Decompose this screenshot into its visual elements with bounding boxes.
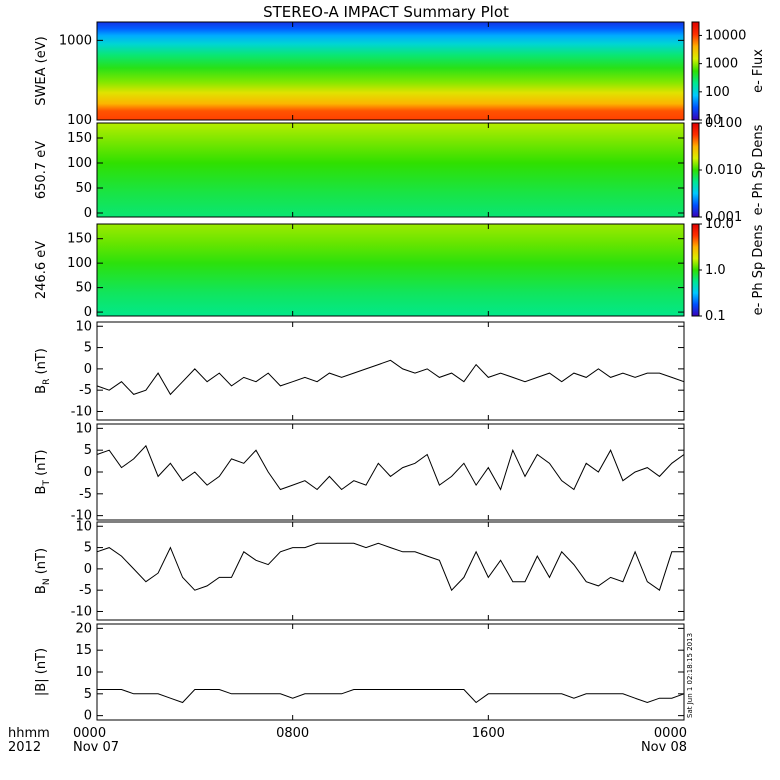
y-tick-label: 150 bbox=[67, 131, 92, 146]
x-tick-time-label: 0000 bbox=[654, 726, 687, 741]
colorbar-label: e- Flux bbox=[751, 49, 766, 93]
y-tick-label: -10 bbox=[71, 604, 92, 619]
y-axis-label-1: 650.7 eV bbox=[34, 141, 49, 199]
y-tick-label: 10 bbox=[75, 519, 92, 534]
y-tick-label: 50 bbox=[75, 181, 92, 196]
panel-6: 0 5 10 15 20 |B| (nT) bbox=[34, 621, 685, 724]
y-axis-label-0: SWEA (eV) bbox=[34, 36, 49, 105]
y-tick-label: -10 bbox=[71, 509, 92, 524]
spectrogram-2 bbox=[97, 224, 684, 316]
y-axis-label-unit: (nT) bbox=[34, 548, 49, 578]
colorbar-tick-label: 0.1 bbox=[705, 309, 726, 324]
y-axis-label-unit: (nT) bbox=[34, 648, 49, 678]
y-tick-label: 0 bbox=[84, 709, 92, 724]
y-tick-label: 0 bbox=[84, 305, 92, 320]
y-tick-label: 0 bbox=[84, 562, 92, 577]
y-tick-label: 100 bbox=[67, 113, 92, 128]
y-tick-label: -5 bbox=[79, 583, 92, 598]
y-axis-label-6: |B| (nT) bbox=[34, 648, 49, 696]
y-tick-label: -5 bbox=[79, 383, 92, 398]
x-tick-date-label: Nov 07 bbox=[73, 740, 119, 755]
colorbar-label: e- Ph Sp Dens bbox=[751, 224, 766, 315]
panel-frame-3 bbox=[96, 321, 685, 421]
spectrogram-0 bbox=[97, 22, 684, 120]
panel-frame-1 bbox=[96, 122, 685, 218]
colorbar-1 bbox=[691, 122, 700, 218]
series-line-4 bbox=[96, 444, 685, 491]
y-axis-label-4: BT (nT) bbox=[34, 450, 52, 495]
series-line-6 bbox=[97, 689, 685, 704]
x-tick-date-label: Nov 08 bbox=[641, 740, 687, 755]
y-tick-label: -5 bbox=[79, 487, 92, 502]
plot-title: STEREO-A IMPACT Summary Plot bbox=[263, 3, 509, 21]
y-axis-label-5: BN (nT) bbox=[34, 548, 52, 594]
time-axis-hhmm-label: hhmm bbox=[8, 726, 50, 741]
panel-3: -10 -5 0 5 10 BR (nT) bbox=[34, 319, 685, 421]
y-axis-label-2: 246.6 eV bbox=[34, 241, 49, 299]
y-tick-label: 20 bbox=[75, 621, 92, 636]
panel-5: -10 -5 0 5 10 BN (nT) bbox=[34, 519, 685, 621]
panel-1: 0.001 0.010 0.100 e- Ph Sp Dens 0 50 100 150 650… bbox=[34, 116, 766, 225]
panel-frame-0 bbox=[96, 21, 685, 121]
panel-frame-2 bbox=[96, 223, 685, 317]
y-axis-label-3: BR (nT) bbox=[34, 348, 52, 394]
y-axis-label-unit: (nT) bbox=[34, 348, 49, 378]
y-tick-label: 5 bbox=[84, 541, 92, 556]
colorbar-tick-label: 0.010 bbox=[705, 163, 742, 178]
y-tick-label: 100 bbox=[67, 256, 92, 271]
panel-frame-4 bbox=[96, 423, 685, 521]
y-tick-label: 10 bbox=[75, 421, 92, 436]
colorbar-0 bbox=[691, 21, 700, 121]
y-tick-label: 1000 bbox=[59, 33, 92, 48]
colorbar-label: e- Ph Sp Dens bbox=[751, 124, 766, 215]
colorbar-tick-label: 0.100 bbox=[705, 116, 742, 131]
panel-4: -10 -5 0 5 10 BT (nT) bbox=[34, 421, 685, 524]
y-tick-label: -10 bbox=[71, 404, 92, 419]
y-tick-label: 50 bbox=[75, 281, 92, 296]
x-tick-time-label: 0800 bbox=[276, 726, 309, 741]
colorbar-tick-label: 100 bbox=[705, 85, 730, 100]
y-tick-label: 15 bbox=[75, 643, 92, 658]
y-tick-label: 5 bbox=[84, 443, 92, 458]
y-tick-label: 10 bbox=[75, 319, 92, 334]
y-axis-label-subscript: R bbox=[42, 379, 52, 385]
colorbar-tick-label: 1000 bbox=[705, 57, 738, 72]
panel-frame-5 bbox=[96, 521, 685, 621]
y-tick-label: 0 bbox=[84, 206, 92, 221]
panel-2: 0.1 1.0 10.0 e- Ph Sp Dens 0 50 100 150 246.6 eV bbox=[34, 217, 766, 324]
panel-0: 10 100 1000 10000 e- Flux 100 1000 SWEA (eV) bbox=[34, 21, 766, 128]
spectrogram-1 bbox=[97, 123, 684, 217]
colorbar-tick-label: 10 bbox=[705, 113, 722, 128]
colorbar-tick-label: 10000 bbox=[705, 28, 746, 43]
y-tick-label: 5 bbox=[84, 687, 92, 702]
y-tick-label: 10 bbox=[75, 665, 92, 680]
colorbar-tick-label: 1.0 bbox=[705, 263, 726, 278]
y-tick-label: 0 bbox=[84, 465, 92, 480]
colorbar-2 bbox=[691, 223, 700, 317]
timestamp-label: Sat Jun 1 02:18:15 2013 bbox=[686, 633, 694, 718]
x-tick-time-label: 0000 bbox=[73, 726, 106, 741]
series-line-3 bbox=[96, 359, 685, 396]
colorbar-tick-label: 0.001 bbox=[705, 210, 742, 225]
colorbar-tick-label: 10.0 bbox=[705, 217, 734, 232]
y-tick-label: 0 bbox=[84, 362, 92, 377]
y-tick-label: 150 bbox=[67, 232, 92, 247]
y-axis-label-unit: (nT) bbox=[34, 450, 49, 480]
y-tick-label: 5 bbox=[84, 341, 92, 356]
y-axis-label-subscript: T bbox=[42, 480, 52, 487]
x-tick-time-label: 1600 bbox=[472, 726, 505, 741]
series-line-5 bbox=[96, 542, 684, 592]
panel-frame-6 bbox=[96, 623, 685, 721]
y-tick-label: 100 bbox=[67, 156, 92, 171]
y-axis-label-subscript: N bbox=[42, 578, 52, 585]
time-axis-year-label: 2012 bbox=[8, 740, 41, 755]
